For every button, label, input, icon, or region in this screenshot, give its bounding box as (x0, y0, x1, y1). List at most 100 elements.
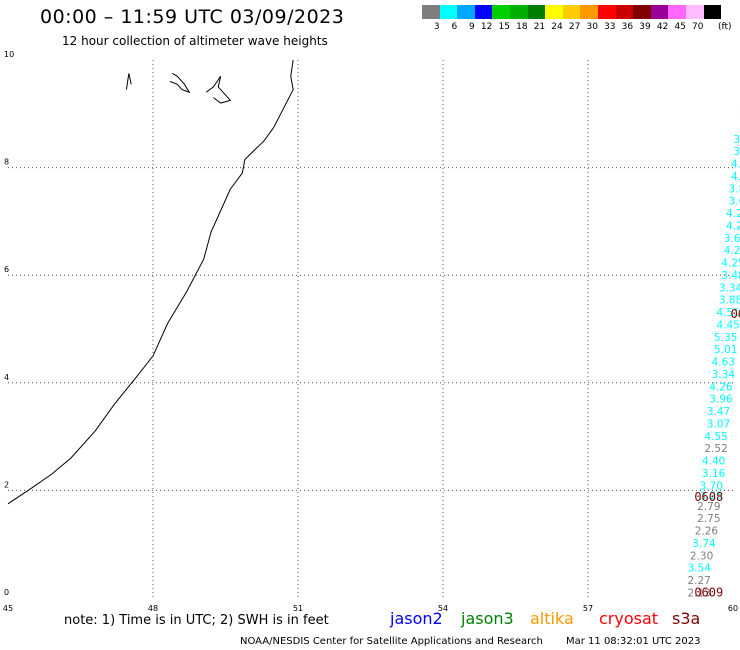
swh-value-label: 3.61 (729, 196, 740, 208)
swh-value-label: 3.47 (707, 406, 730, 418)
generated-timestamp: Mar 11 08:32:01 UTC 2023 (566, 636, 701, 647)
chart-subtitle: 12 hour collection of altimeter wave hei… (62, 34, 328, 48)
color-scale-label: 6 (451, 22, 458, 32)
color-scale-cell: 18 (509, 5, 528, 32)
island-outline (125, 73, 132, 90)
swh-value-label: 3.96 (709, 394, 733, 406)
chart-title: 00:00 – 11:59 UTC 03/09/2023 (40, 6, 345, 28)
swh-value-label: 4.55 (704, 431, 727, 443)
swh-value-label: 2.13 (687, 587, 710, 599)
color-scale-label: 33 (604, 22, 616, 32)
swh-value-label: 4.40 (702, 456, 725, 468)
time-label: 0608 (694, 490, 723, 504)
swh-value-label: 3.88 (719, 295, 740, 307)
color-scale-label: 45 (674, 22, 686, 32)
swh-value-label: 4.20 (726, 220, 740, 232)
swh-value-label: 2.79 (697, 501, 720, 513)
swh-value-label: 3.25 (700, 491, 723, 503)
swh-value-label: 4.51 (716, 307, 739, 319)
swh-value-label: 3.74 (692, 538, 716, 550)
swh-value-label: 3.48 (721, 270, 740, 282)
x-tick-label: 51 (293, 604, 303, 613)
legend-item-altika: altika (530, 609, 574, 628)
color-scale-cell: 3 (422, 5, 440, 32)
swh-value-label: 3.70 (700, 480, 723, 492)
swh-value-label: 3.80 (729, 183, 740, 195)
color-scale-label: 70 (692, 22, 704, 32)
x-tick-label: 45 (3, 604, 13, 613)
swh-value-label: 3.07 (707, 418, 730, 430)
swh-value-label: 4.14 (731, 171, 740, 183)
footer-note: note: 1) Time is in UTC; 2) SWH is in fe… (64, 613, 329, 628)
swh-value-label: 3.40 (733, 134, 740, 146)
swh-value-label: 2.75 (697, 513, 720, 525)
color-scale-label: 36 (621, 22, 634, 32)
swh-value-label: 2.30 (690, 550, 713, 562)
color-scale-cell: 12 (474, 5, 493, 32)
color-scale-cell: 24 (545, 5, 563, 32)
color-scale-label: 9 (469, 22, 475, 32)
legend-item-cryosat: cryosat (599, 609, 659, 628)
y-tick-label: 0 (4, 588, 9, 597)
swh-value-label: 2.27 (687, 575, 710, 587)
swh-value-label: 4.25 (721, 258, 740, 270)
legend-item-jason2: jason2 (390, 609, 443, 628)
color-scale-label: 24 (551, 22, 563, 32)
swh-value-label: 4.25 (726, 208, 740, 220)
x-tick-label: 60 (728, 604, 738, 613)
y-tick-label: 2 (4, 480, 9, 489)
color-scale-cell: 33 (597, 5, 616, 32)
color-scale-label: 3 (433, 22, 440, 32)
swh-value-label: 4.28 (724, 245, 740, 257)
credit-line: NOAA/NESDIS Center for Satellite Applica… (240, 636, 543, 647)
color-scale-cell: 27 (562, 5, 581, 32)
time-label: 0609 (694, 585, 723, 599)
color-scale-label: 21 (533, 22, 546, 32)
y-tick-label: 8 (4, 158, 9, 167)
color-scale-label: 27 (568, 22, 581, 32)
swh-value-label: 5.01 (714, 344, 737, 356)
time-label: 060 (731, 307, 740, 321)
swh-value-label: 2.52 (704, 443, 727, 455)
color-scale-cell (703, 5, 722, 19)
color-scale-bar: 3 6 9 12 15 18 21 24 27 30 33 36 39 42 45 70 (422, 5, 722, 32)
y-tick-label: 6 (4, 265, 9, 274)
color-scale-label: 39 (639, 22, 651, 32)
color-scale-cell: 21 (527, 5, 546, 32)
swh-value-label: 4.26 (709, 381, 733, 393)
y-tick-label: 4 (4, 373, 9, 382)
color-scale-cell: 36 (615, 5, 634, 32)
island-outline (205, 75, 232, 104)
color-scale-label: 42 (656, 22, 669, 32)
swh-value-label: 3.16 (702, 468, 726, 480)
color-scale-cell: 9 (457, 5, 475, 32)
swh-value-label: 3.34 (719, 282, 740, 294)
swh-value-label: 2.26 (695, 526, 719, 538)
color-scale-cell: 45 (668, 5, 686, 32)
swh-value-label: 3.34 (712, 369, 736, 381)
legend-item-jason3: jason3 (461, 609, 514, 628)
coastline (7, 59, 294, 505)
color-scale-label: 12 (480, 22, 493, 32)
color-scale-cell: 39 (633, 5, 651, 32)
swh-value-label: 3.39 (733, 146, 740, 158)
color-scale-cell: 6 (439, 5, 458, 32)
x-tick-label: 54 (438, 604, 448, 613)
legend-item-s3a: s3a (672, 609, 701, 628)
swh-value-label: 4.56 (731, 159, 740, 171)
swh-value-label: 4.63 (712, 357, 735, 369)
y-tick-label: 10 (4, 50, 14, 59)
x-tick-label: 48 (148, 604, 158, 613)
color-scale-label: 18 (516, 22, 528, 32)
color-scale-cell: 15 (492, 5, 510, 32)
swh-value-label: 4.45 (716, 319, 739, 331)
color-scale-label: 30 (586, 22, 598, 32)
color-scale-cell: 70 (685, 5, 704, 32)
color-scale-label: 15 (498, 22, 510, 32)
swh-value-label: 5.35 (714, 332, 737, 344)
island-outline (169, 73, 191, 94)
color-scale-unit: (ft) (718, 22, 732, 32)
swh-value-label: 3.64 (724, 233, 740, 245)
color-scale-cell: 42 (650, 5, 669, 32)
